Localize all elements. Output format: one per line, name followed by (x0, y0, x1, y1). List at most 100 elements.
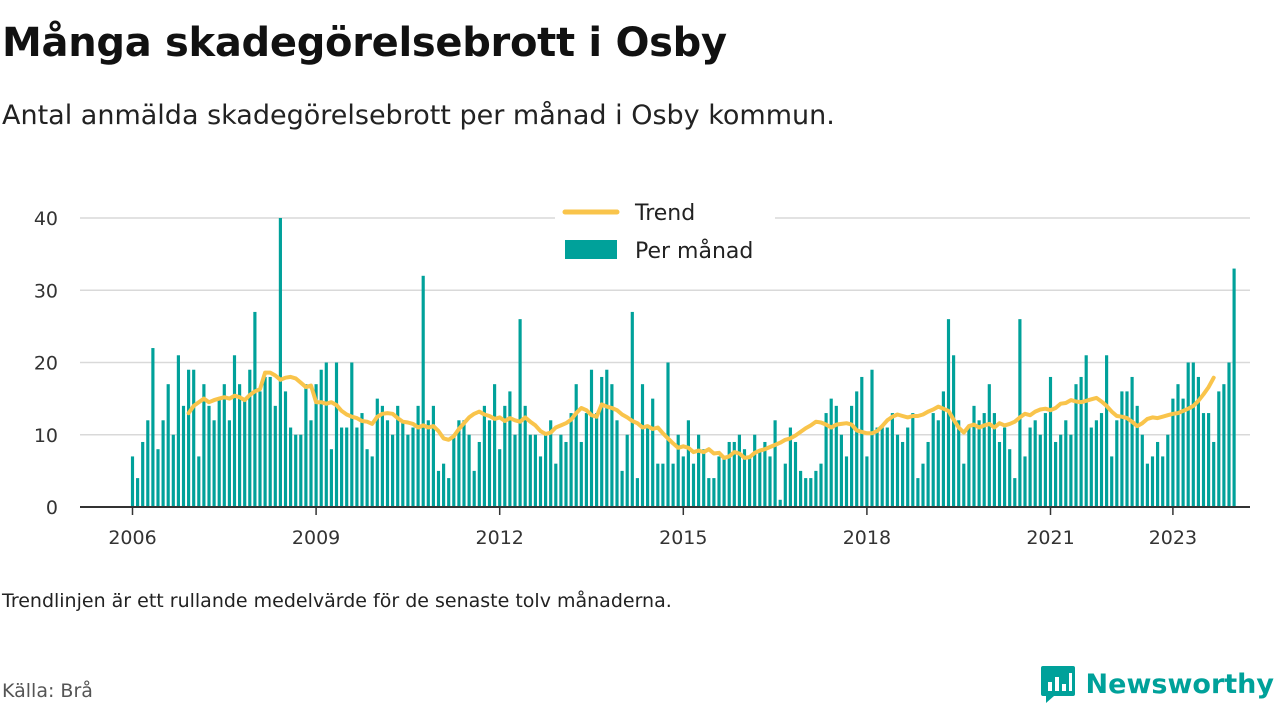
bar (472, 470, 476, 507)
bar (1003, 427, 1007, 507)
bar (691, 463, 696, 507)
x-tick-label: 2009 (292, 527, 340, 549)
bar (564, 441, 568, 507)
bar (1054, 441, 1058, 507)
bar (758, 449, 762, 507)
bar (640, 384, 645, 507)
bar (442, 463, 446, 507)
bar (273, 405, 277, 507)
bar (380, 405, 384, 507)
trend-line (186, 370, 1216, 460)
bar (646, 427, 650, 507)
bar (1145, 463, 1149, 507)
bar (304, 384, 308, 507)
bar (722, 456, 726, 507)
bar (268, 376, 272, 507)
bar (360, 413, 364, 507)
bar (676, 434, 680, 507)
bar (207, 405, 211, 507)
bar (778, 499, 782, 507)
x-axis-ticks: 2006 2009 2012 2015 2018 2021 2023 (108, 507, 1197, 549)
bar (538, 456, 543, 507)
bar (1028, 427, 1032, 507)
bar (544, 434, 548, 507)
bar (1048, 376, 1053, 507)
bar (829, 398, 833, 507)
bar (569, 413, 573, 507)
bar (248, 369, 252, 507)
bar (1171, 398, 1175, 507)
bar (156, 449, 160, 507)
bar (1135, 405, 1139, 507)
bar (610, 384, 614, 507)
bar (309, 420, 313, 507)
bar (1043, 413, 1047, 507)
bar (370, 456, 374, 507)
bar (238, 384, 242, 507)
bar-series-per-manad (130, 218, 1236, 507)
bar (146, 420, 150, 507)
bar (834, 405, 838, 507)
bar (151, 348, 155, 507)
bar (1191, 362, 1195, 507)
bar (972, 405, 976, 507)
bar (681, 456, 685, 507)
bar (936, 420, 940, 507)
bar (365, 449, 369, 507)
bar (916, 478, 920, 507)
bar (727, 441, 731, 507)
bar (130, 456, 135, 507)
bar (411, 427, 415, 507)
bar (340, 427, 344, 507)
bar (1201, 413, 1206, 507)
bar (901, 441, 905, 507)
bar (1079, 376, 1083, 507)
bar (406, 434, 410, 507)
bar (533, 434, 537, 507)
y-tick-label: 10 (34, 425, 58, 447)
bar (1130, 376, 1134, 507)
bar (503, 405, 507, 507)
bar (661, 463, 665, 507)
bar (773, 420, 777, 507)
bar (630, 311, 634, 507)
bar (1089, 427, 1093, 507)
bar (1110, 456, 1114, 507)
bar (702, 449, 706, 507)
brand-name: Newsworthy (1085, 668, 1274, 700)
bar (401, 420, 405, 507)
bar (283, 391, 288, 507)
bar (1120, 391, 1124, 507)
y-tick-label: 30 (34, 280, 58, 302)
brand-logo: Newsworthy (1040, 664, 1274, 704)
bar (523, 405, 527, 507)
bar (1013, 478, 1017, 507)
bar (1074, 384, 1078, 507)
bar (635, 478, 639, 507)
bar (1105, 355, 1109, 507)
bar (952, 355, 956, 507)
bar (1059, 434, 1063, 507)
bar (513, 434, 517, 507)
bar (921, 463, 925, 507)
bar (880, 427, 884, 507)
bar (243, 398, 247, 507)
bar (1212, 441, 1216, 507)
bar (579, 441, 583, 507)
chart: 0 10 20 30 40 2006 2009 2012 2015 2018 2021 2023 T… (34, 195, 1250, 549)
bar (814, 470, 818, 507)
bar (299, 434, 303, 507)
bar (202, 384, 206, 507)
bar (1023, 456, 1027, 507)
x-tick-label: 2006 (108, 527, 156, 549)
bar (436, 470, 441, 507)
bar (844, 456, 849, 507)
legend-label-trend: Trend (634, 201, 695, 226)
bar (992, 413, 996, 507)
bar (962, 463, 966, 507)
bar (324, 362, 328, 507)
bar (136, 478, 140, 507)
bar (1207, 413, 1211, 507)
bar (605, 369, 609, 507)
bar (1094, 420, 1098, 507)
